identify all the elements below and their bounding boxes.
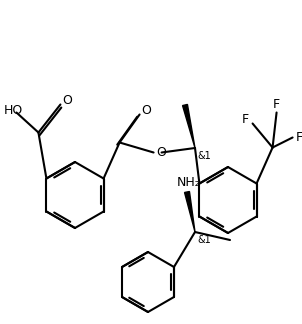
Polygon shape — [185, 191, 195, 232]
Text: O: O — [142, 104, 152, 117]
Text: F: F — [296, 131, 302, 144]
Polygon shape — [183, 104, 195, 148]
Text: HO: HO — [3, 104, 23, 117]
Text: F: F — [242, 113, 249, 126]
Text: &1: &1 — [197, 235, 211, 245]
Text: O: O — [157, 146, 166, 159]
Text: &1: &1 — [197, 151, 211, 161]
Text: NH₂: NH₂ — [177, 176, 201, 189]
Text: F: F — [273, 98, 280, 111]
Text: O: O — [63, 94, 72, 107]
